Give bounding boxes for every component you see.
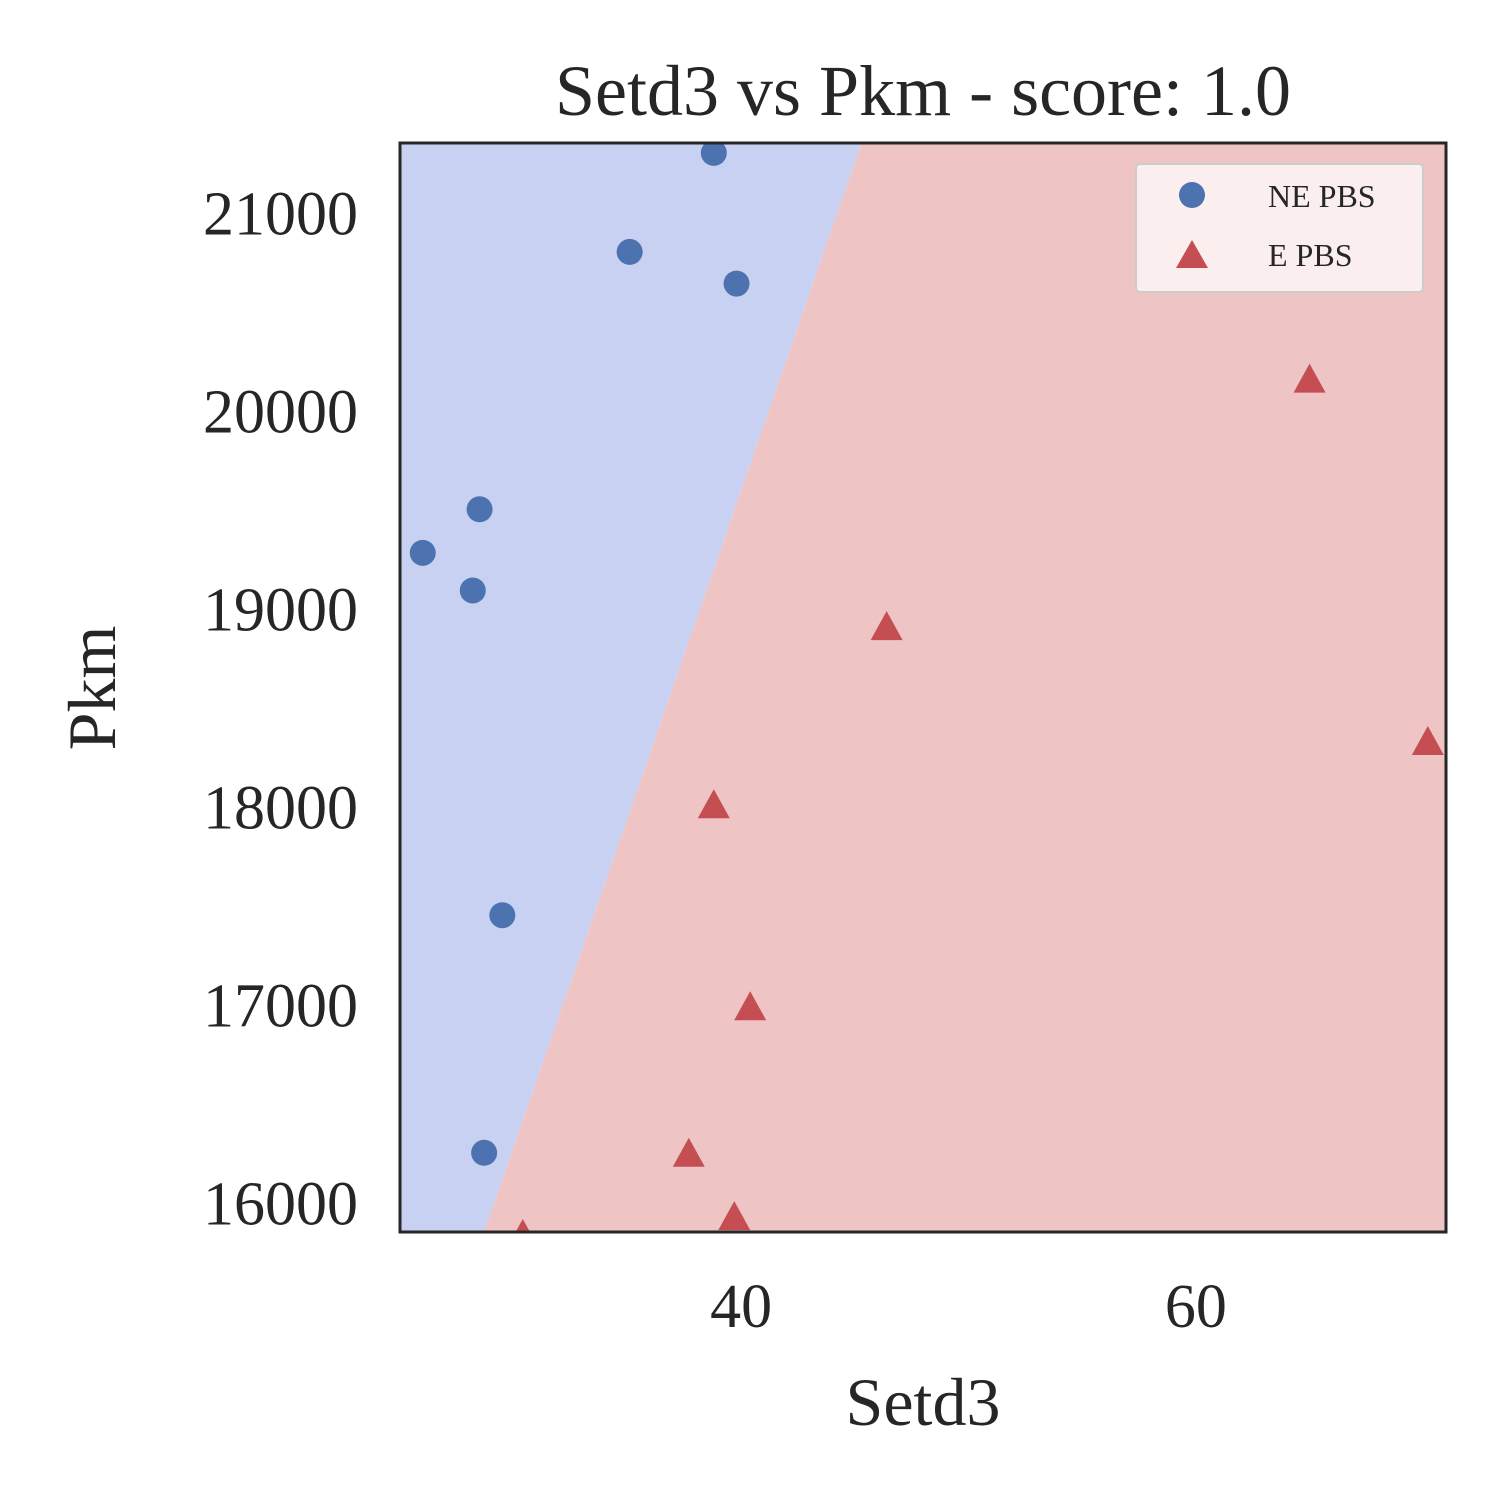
point-e-pbs-2 [1411,725,1444,755]
legend-marker-e-pbs [1176,240,1208,268]
x-tick-label: 60 [1165,1273,1227,1341]
point-ne-pbs-2 [723,270,750,297]
plot-region [400,143,1446,1232]
decision-region-ne [400,143,862,1232]
point-ne-pbs-4 [409,539,436,566]
y-tick-label: 19000 [203,576,358,644]
y-axis-ticks: 16000 17000 18000 19000 20000 21000 [203,180,358,1238]
point-e-pbs-7 [515,1218,530,1232]
point-ne-pbs-1 [616,238,643,265]
x-tick-label: 40 [710,1273,772,1341]
point-e-pbs-0 [1293,363,1326,393]
chart-title: Setd3 vs Pkm - score: 1.0 [555,51,1291,131]
y-tick-label: 20000 [203,378,358,446]
point-e-pbs-3 [697,789,730,819]
y-tick-label: 18000 [203,774,358,842]
point-ne-pbs-3 [466,496,493,523]
point-ne-pbs-6 [489,902,516,929]
point-e-pbs-6 [718,1201,751,1231]
y-tick-label: 17000 [203,972,358,1040]
decision-region-e [484,143,1446,1232]
plot-frame [398,141,1448,1234]
y-tick-label: 16000 [203,1170,358,1238]
point-e-pbs-1 [870,611,903,641]
legend-box [1135,163,1424,293]
x-axis-label: Setd3 [846,1364,1001,1440]
y-tick-label: 21000 [203,180,358,248]
legend-label-ne-pbs: NE PBS [1268,178,1376,214]
legend-label-e-pbs: E PBS [1268,237,1352,273]
legend-marker-ne-pbs [1179,182,1205,208]
point-e-pbs-4 [734,991,767,1021]
point-ne-pbs-5 [459,577,486,604]
legend: NE PBS E PBS [1135,163,1424,293]
data-points [409,143,1444,1232]
point-ne-pbs-0 [700,143,727,166]
x-axis-ticks: 40 60 [710,1273,1227,1341]
point-e-pbs-5 [672,1137,705,1167]
point-ne-pbs-7 [471,1139,498,1166]
y-axis-label: Pkm [54,626,130,751]
